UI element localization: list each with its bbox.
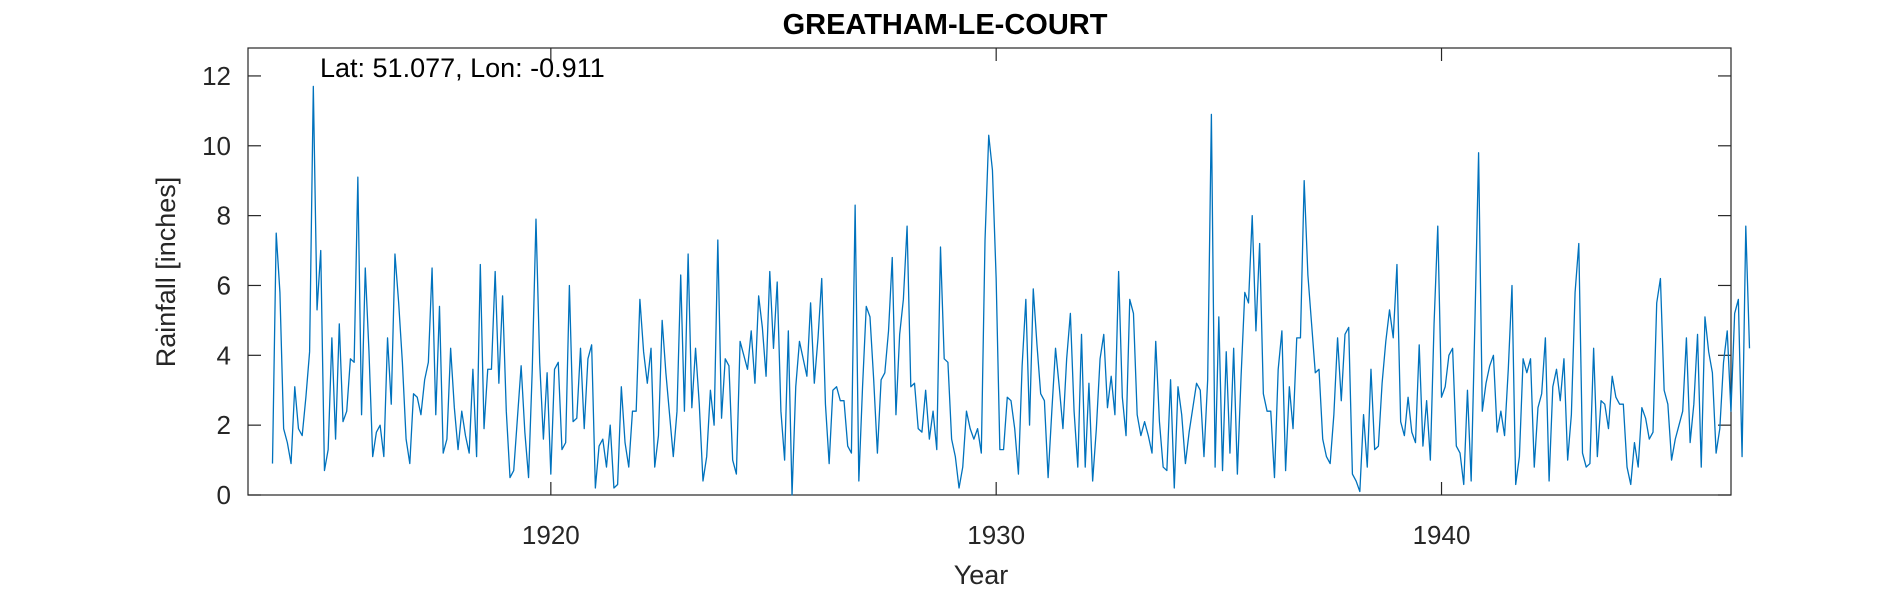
x-tick-label: 1930	[967, 520, 1025, 550]
chart-title: GREATHAM-LE-COURT	[783, 9, 1108, 41]
y-tick-label: 6	[217, 270, 231, 300]
rainfall-series-line	[271, 85, 1751, 496]
x-axis-title: Year	[954, 560, 1009, 590]
x-tick-label: 1920	[522, 520, 580, 550]
y-tick-label: 8	[217, 201, 231, 231]
y-axis-title: Rainfall [inches]	[151, 177, 181, 368]
y-tick-label: 10	[202, 131, 231, 161]
location-annotation: Lat: 51.077, Lon: -0.911	[320, 53, 605, 83]
y-tick-label: 0	[217, 480, 231, 510]
series-layer	[271, 85, 1751, 496]
y-tick-label: 12	[202, 61, 231, 91]
axes: 0 2 4 6 8 10 12 1920 1930 1940	[202, 48, 1731, 550]
x-tick-label: 1940	[1413, 520, 1471, 550]
y-tick-label: 4	[217, 340, 231, 370]
plot-area-box	[247, 47, 1732, 496]
y-tick-label: 2	[217, 410, 231, 440]
